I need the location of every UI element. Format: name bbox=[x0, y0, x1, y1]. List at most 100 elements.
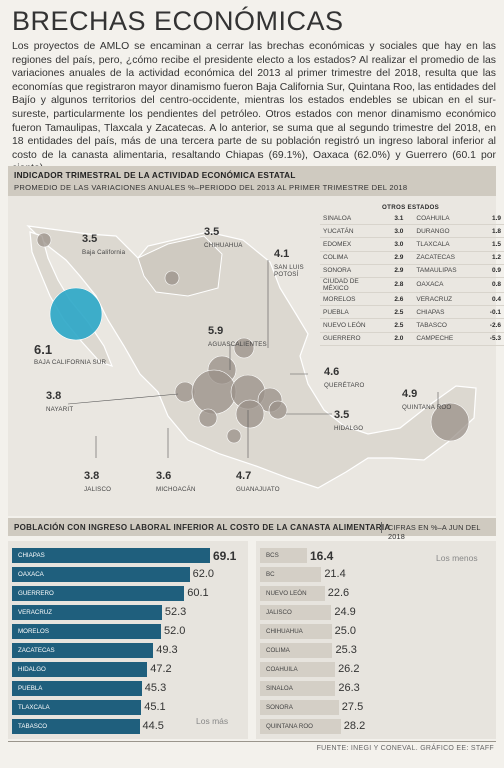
bubble-baja-california-sur bbox=[49, 287, 103, 341]
bar-row: HIDALGO 47.2 bbox=[12, 662, 248, 677]
otros-state: GUERRERO bbox=[320, 332, 385, 346]
bar-category: SONORA bbox=[266, 704, 293, 711]
bar-value: 60.1 bbox=[187, 587, 209, 599]
map-subheading: PROMEDIO DE LAS VARIACIONES ANUALES %–PE… bbox=[14, 183, 408, 192]
otros-value: 2.9 bbox=[384, 264, 414, 278]
otros-value: -0.1 bbox=[478, 305, 504, 320]
bubble-guerrero bbox=[226, 428, 242, 444]
bar bbox=[260, 681, 336, 696]
bar-row: CHIAPAS 69.1 bbox=[12, 548, 248, 563]
bar bbox=[260, 605, 332, 620]
value-michoacan: 3.6 bbox=[156, 470, 172, 482]
mexico-outline bbox=[26, 225, 477, 489]
bar bbox=[260, 624, 332, 639]
least-tag: Los menos bbox=[436, 553, 478, 563]
bar-row: QUINTANA ROO 28.2 bbox=[260, 719, 496, 734]
otros-state: COLIMA bbox=[320, 251, 385, 265]
bubble-baja-california bbox=[36, 232, 52, 248]
otros-row: SONORA 2.9 TAMAULIPAS 0.9 bbox=[320, 264, 504, 278]
most-tag: Los más bbox=[196, 716, 229, 726]
value-hidalgo: 3.5 bbox=[334, 409, 350, 421]
otros-state: NUEVO LEÓN bbox=[320, 318, 385, 333]
bar-value: 25.0 bbox=[334, 625, 357, 637]
bar-row: OAXACA 62.0 bbox=[12, 567, 248, 582]
value-baja-california-sur: 6.1 bbox=[34, 342, 53, 357]
bar-value: 62.0 bbox=[192, 568, 215, 580]
map-header: INDICADOR TRIMESTRAL DE LA ACTIVIDAD ECO… bbox=[8, 166, 496, 196]
otros-value: 2.5 bbox=[384, 318, 414, 333]
otros-state: SINALOA bbox=[320, 212, 385, 226]
bar-row: BC 21.4 bbox=[260, 567, 496, 582]
otros-row: SINALOA 3.1 COAHUILA 1.9 bbox=[320, 212, 504, 226]
poverty-heading: POBLACIÓN CON INGRESO LABORAL INFERIOR A… bbox=[14, 523, 391, 532]
otros-value: 1.5 bbox=[478, 237, 504, 252]
bar-value: 44.5 bbox=[142, 720, 164, 732]
otros-state: VERACRUZ bbox=[413, 292, 479, 307]
bar bbox=[12, 586, 185, 601]
bar-row: TLAXCALA 45.1 bbox=[12, 700, 248, 715]
otros-value: 2.9 bbox=[384, 251, 414, 265]
bar-value: 21.4 bbox=[324, 568, 346, 580]
otros-value: 2.0 bbox=[384, 332, 414, 346]
otros-row: PUEBLA 2.5 CHIAPAS -0.1 bbox=[320, 305, 504, 320]
value-queretaro: 4.6 bbox=[324, 366, 340, 378]
bar-row: GUERRERO 60.1 bbox=[12, 586, 248, 601]
label-queretaro: QUERÉTARO bbox=[324, 382, 365, 389]
value-jalisco: 3.8 bbox=[84, 470, 100, 482]
otros-state: COAHUILA bbox=[413, 212, 479, 226]
bar bbox=[260, 662, 336, 677]
label-nayarit: NAYARIT bbox=[46, 406, 74, 413]
bar-row: MORELOS 52.0 bbox=[12, 624, 248, 639]
bar-row: COAHUILA 26.2 bbox=[260, 662, 496, 677]
otros-value: 0.8 bbox=[478, 277, 504, 293]
bar-value: 26.2 bbox=[338, 663, 360, 675]
value-san-luis-potosi: 4.1 bbox=[274, 248, 290, 260]
bar-row: COLIMA 25.3 bbox=[260, 643, 496, 658]
value-quintana-roo: 4.9 bbox=[402, 388, 418, 400]
otros-row: NUEVO LEÓN 2.5 TABASCO -2.6 bbox=[320, 318, 504, 333]
bar-category: BCS bbox=[266, 552, 279, 559]
bar-value: 24.9 bbox=[334, 606, 356, 618]
otros-state: CHIAPAS bbox=[413, 305, 479, 320]
value-aguascalientes: 5.9 bbox=[208, 325, 224, 337]
bar bbox=[260, 586, 325, 601]
bar bbox=[12, 662, 148, 677]
bar bbox=[12, 719, 140, 734]
otros-value: -5.3 bbox=[478, 332, 504, 346]
bar bbox=[12, 681, 142, 696]
otros-row: YUCATÁN 3.0 DURANGO 1.8 bbox=[320, 224, 504, 239]
bar-value: 52.0 bbox=[164, 625, 186, 637]
bar-row: CHIHUAHUA 25.0 bbox=[260, 624, 496, 639]
intro-text: Los proyectos de AMLO se encaminan a cer… bbox=[12, 41, 496, 174]
otros-value: 2.6 bbox=[384, 292, 414, 307]
otros-state: TAMAULIPAS bbox=[413, 264, 479, 278]
otros-row: EDOMEX 3.0 TLAXCALA 1.5 bbox=[320, 237, 504, 252]
bar-category: HIDALGO bbox=[18, 666, 46, 673]
label-guanajuato: GUANAJUATO bbox=[236, 486, 280, 493]
header-separator bbox=[381, 522, 382, 533]
bar-category: NUEVO LEÓN bbox=[266, 590, 307, 597]
bubble-jalisco bbox=[191, 369, 237, 415]
label-baja-california-sur: BAJA CALIFORNIA SUR bbox=[34, 359, 107, 366]
otros-value: 0.4 bbox=[478, 292, 504, 307]
bar-value: 69.1 bbox=[213, 549, 237, 563]
otros-state: EDOMEX bbox=[320, 237, 385, 252]
otros-state: SONORA bbox=[320, 264, 385, 278]
bar bbox=[12, 548, 210, 563]
bar-category: SINALOA bbox=[266, 685, 293, 692]
otros-row: COLIMA 2.9 ZACATECAS 1.2 bbox=[320, 251, 504, 265]
otros-value: 1.8 bbox=[478, 224, 504, 239]
bar-category: MORELOS bbox=[18, 628, 49, 635]
label-san-luis-potosi: SAN LUIS POTOSÍ bbox=[274, 264, 304, 278]
bar-row: ZACATECAS 49.3 bbox=[12, 643, 248, 658]
bar-row: SINALOA 26.3 bbox=[260, 681, 496, 696]
bar-value: 26.3 bbox=[338, 682, 360, 694]
footer: FUENTE: INEGI Y CONEVAL. GRÁFICO EE: STA… bbox=[8, 741, 496, 752]
bar-category: TLAXCALA bbox=[18, 704, 50, 711]
bar-category: PUEBLA bbox=[18, 685, 43, 692]
bar-row: SONORA 27.5 bbox=[260, 700, 496, 715]
bar bbox=[12, 567, 190, 582]
bubble-san-luis-potosi bbox=[233, 337, 255, 359]
bar-row: TABASCO 44.5 bbox=[12, 719, 248, 734]
otros-value: 3.0 bbox=[384, 224, 414, 239]
